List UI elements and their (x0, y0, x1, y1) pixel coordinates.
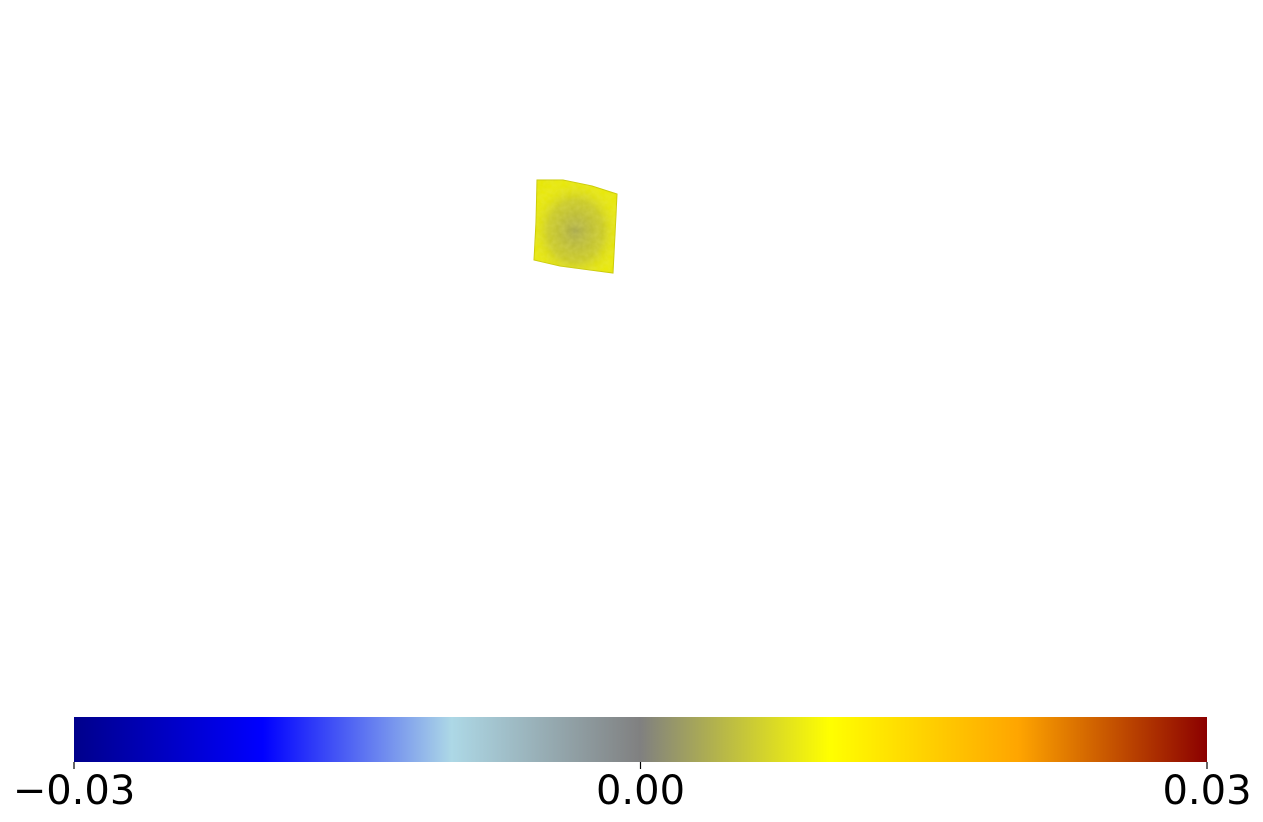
surface-patch (533, 179, 618, 274)
colorbar-tick-label-2: 0.03 (1162, 768, 1251, 814)
surface-patch-texture (534, 180, 617, 273)
colorbar-tick-label-0: −0.03 (13, 768, 136, 814)
colorbar-gradient (74, 717, 1207, 762)
colorbar-tick-label-1: 0.00 (596, 768, 685, 814)
colorbar-ticks: −0.03 0.00 0.03 (13, 762, 1252, 814)
colorbar: −0.03 0.00 0.03 (13, 717, 1252, 814)
